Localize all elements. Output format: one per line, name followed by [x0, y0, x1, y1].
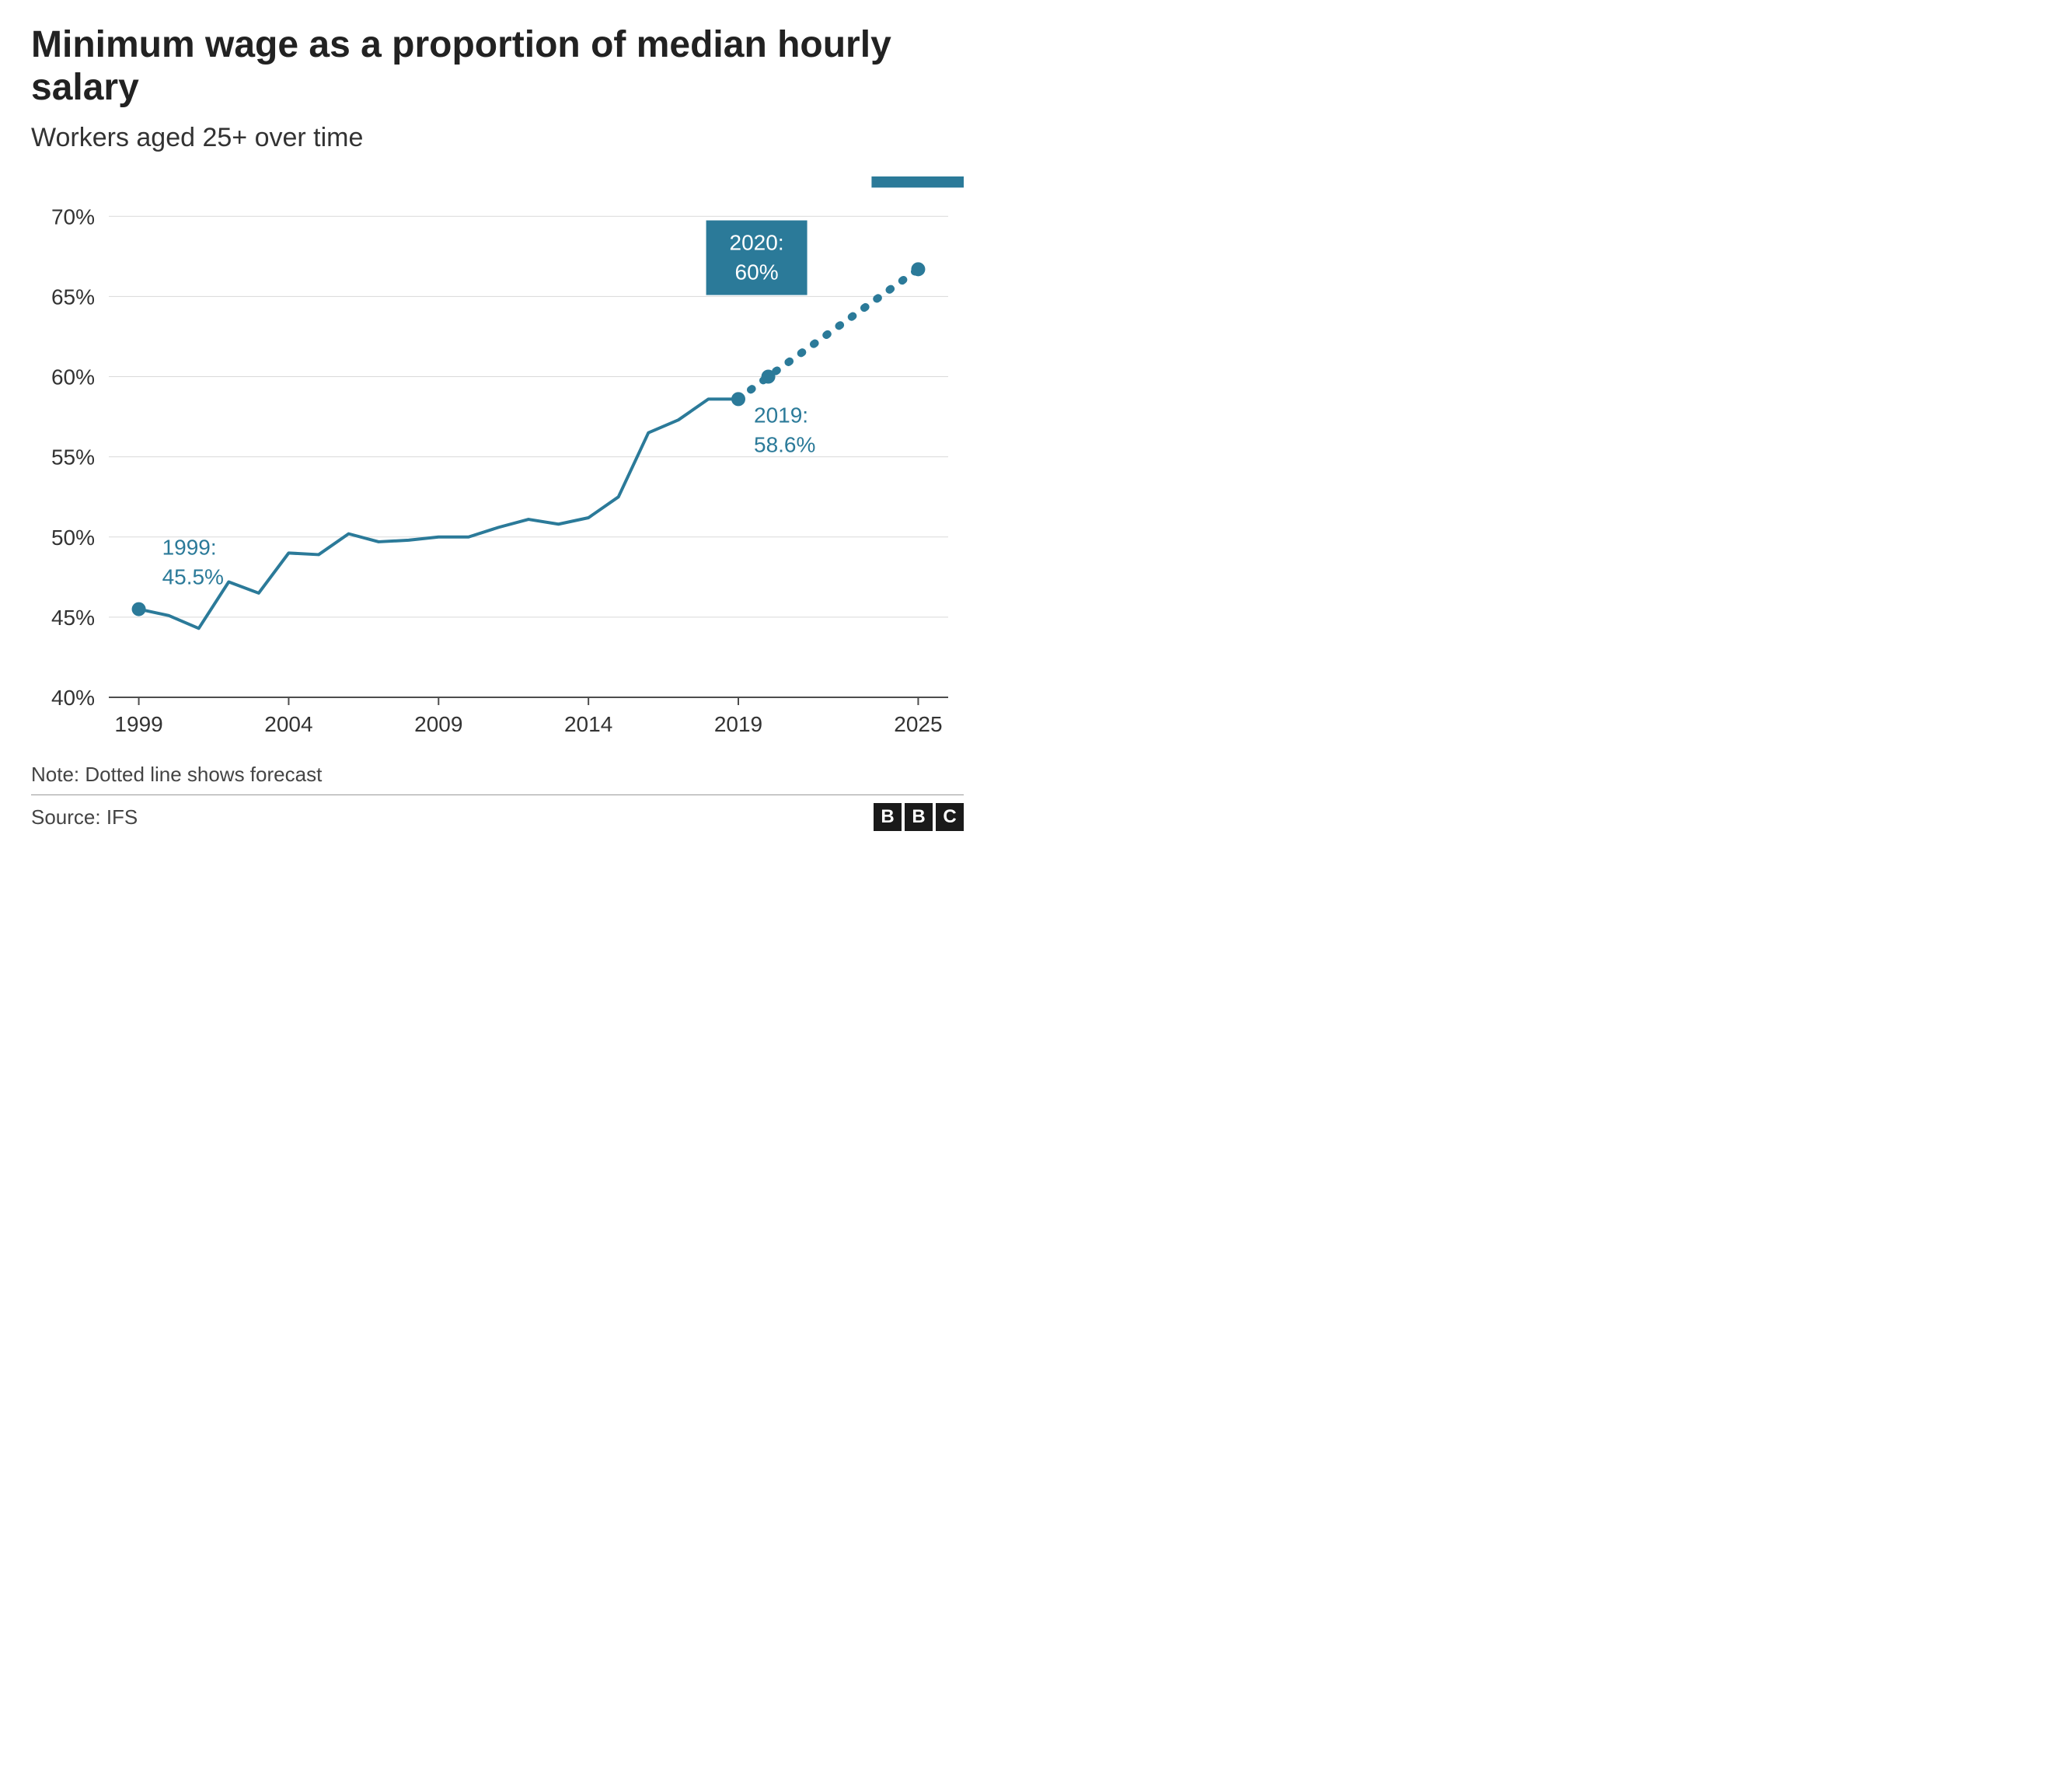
- callout-year: 1999:: [162, 536, 217, 560]
- chart-source: Source: IFS: [31, 805, 138, 829]
- chart-title: Minimum wage as a proportion of median h…: [31, 23, 964, 109]
- line-chart: 40% 45% 50% 55% 60% 65% 70% 1999 2004 2009 2014 201…: [31, 176, 964, 752]
- x-axis-label: 2014: [564, 712, 612, 736]
- bbc-logo-box: C: [936, 803, 964, 831]
- data-point-marker: [731, 393, 745, 407]
- x-axis-label: 2019: [714, 712, 762, 736]
- y-axis-label: 65%: [51, 285, 95, 309]
- y-axis-label: 55%: [51, 445, 95, 470]
- callout-value: 60%: [735, 260, 779, 285]
- x-axis-label: 2025: [894, 712, 942, 736]
- data-line-actual: [139, 400, 738, 629]
- data-point-marker: [911, 263, 925, 277]
- callout-box: [871, 176, 964, 187]
- y-axis-label: 60%: [51, 365, 95, 389]
- x-axis-label: 1999: [114, 712, 162, 736]
- bbc-logo-box: B: [874, 803, 902, 831]
- callout-year: 2019:: [754, 403, 808, 428]
- x-axis-label: 2009: [414, 712, 462, 736]
- bbc-logo: B B C: [874, 803, 964, 831]
- x-axis-label: 2004: [264, 712, 312, 736]
- callout-value: 45.5%: [162, 565, 224, 589]
- y-axis-label: 45%: [51, 606, 95, 630]
- data-point-marker: [132, 602, 146, 616]
- y-axis-label: 40%: [51, 686, 95, 710]
- y-axis-label: 50%: [51, 526, 95, 550]
- chart-subtitle: Workers aged 25+ over time: [31, 123, 964, 153]
- data-point-marker: [762, 370, 776, 384]
- chart-note: Note: Dotted line shows forecast: [31, 763, 964, 787]
- y-axis-label: 70%: [51, 205, 95, 229]
- callout-year: 2020:: [730, 231, 784, 255]
- bbc-logo-box: B: [905, 803, 933, 831]
- callout-value: 58.6%: [754, 433, 815, 457]
